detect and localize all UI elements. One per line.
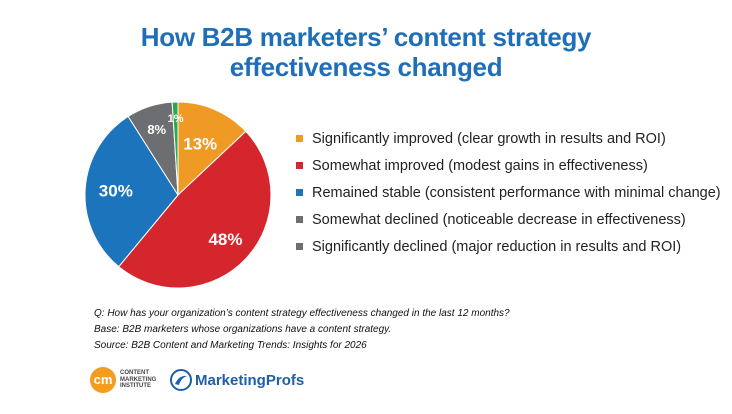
pie-slice-label: 1% (168, 113, 184, 125)
pie-slice (118, 130, 272, 289)
legend-label: Remained stable (consistent performance … (312, 184, 721, 201)
legend-item: Somewhat declined (noticeable decrease i… (296, 206, 721, 233)
legend-item: Remained stable (consistent performance … (296, 179, 721, 206)
source-note: Source: B2B Content and Marketing Trends… (94, 340, 367, 351)
content-marketing-institute-logo: cm CONTENT MARKETING INSTITUTE (90, 367, 170, 393)
pie-slice (177, 101, 247, 197)
legend-item: Significantly improved (clear growth in … (296, 125, 721, 152)
cmi-badge-icon: cm (90, 367, 116, 393)
pie-slice-label: 30% (99, 182, 133, 201)
survey-base-note: Base: B2B marketers whose organizations … (94, 324, 392, 335)
legend-item: Somewhat improved (modest gains in effec… (296, 152, 721, 179)
marketingprofs-wordmark: MarketingProfs (195, 371, 305, 389)
chart-title-line-2: effectiveness changed (229, 52, 503, 82)
legend-label: Somewhat declined (noticeable decrease i… (312, 211, 686, 228)
legend-label: Significantly declined (major reduction … (312, 238, 682, 255)
legend-swatch (296, 189, 303, 196)
legend-item: Significantly declined (major reduction … (296, 233, 721, 260)
survey-question-note: Q: How has your organization’s content s… (94, 308, 510, 319)
pie-slice (171, 101, 179, 196)
marketingprofs-logo: MarketingProfs (170, 369, 304, 391)
pie-slice-label: 13% (183, 134, 217, 153)
marketingprofs-globe-icon (170, 369, 192, 391)
pie-slice-label: 8% (147, 122, 166, 137)
cmi-wordmark: CONTENT MARKETING INSTITUTE (120, 370, 157, 390)
legend-label: Significantly improved (clear growth in … (312, 130, 666, 147)
legend-swatch (296, 243, 303, 250)
legend-swatch (296, 216, 303, 223)
chart-title-line-1: How B2B marketers’ content strategy (140, 22, 592, 52)
pie-slice (84, 115, 179, 268)
chart-legend: Significantly improved (clear growth in … (296, 125, 721, 260)
pie-slice-label: 48% (208, 230, 242, 249)
legend-swatch (296, 162, 303, 169)
legend-label: Somewhat improved (modest gains in effec… (312, 157, 648, 174)
legend-swatch (296, 135, 303, 142)
